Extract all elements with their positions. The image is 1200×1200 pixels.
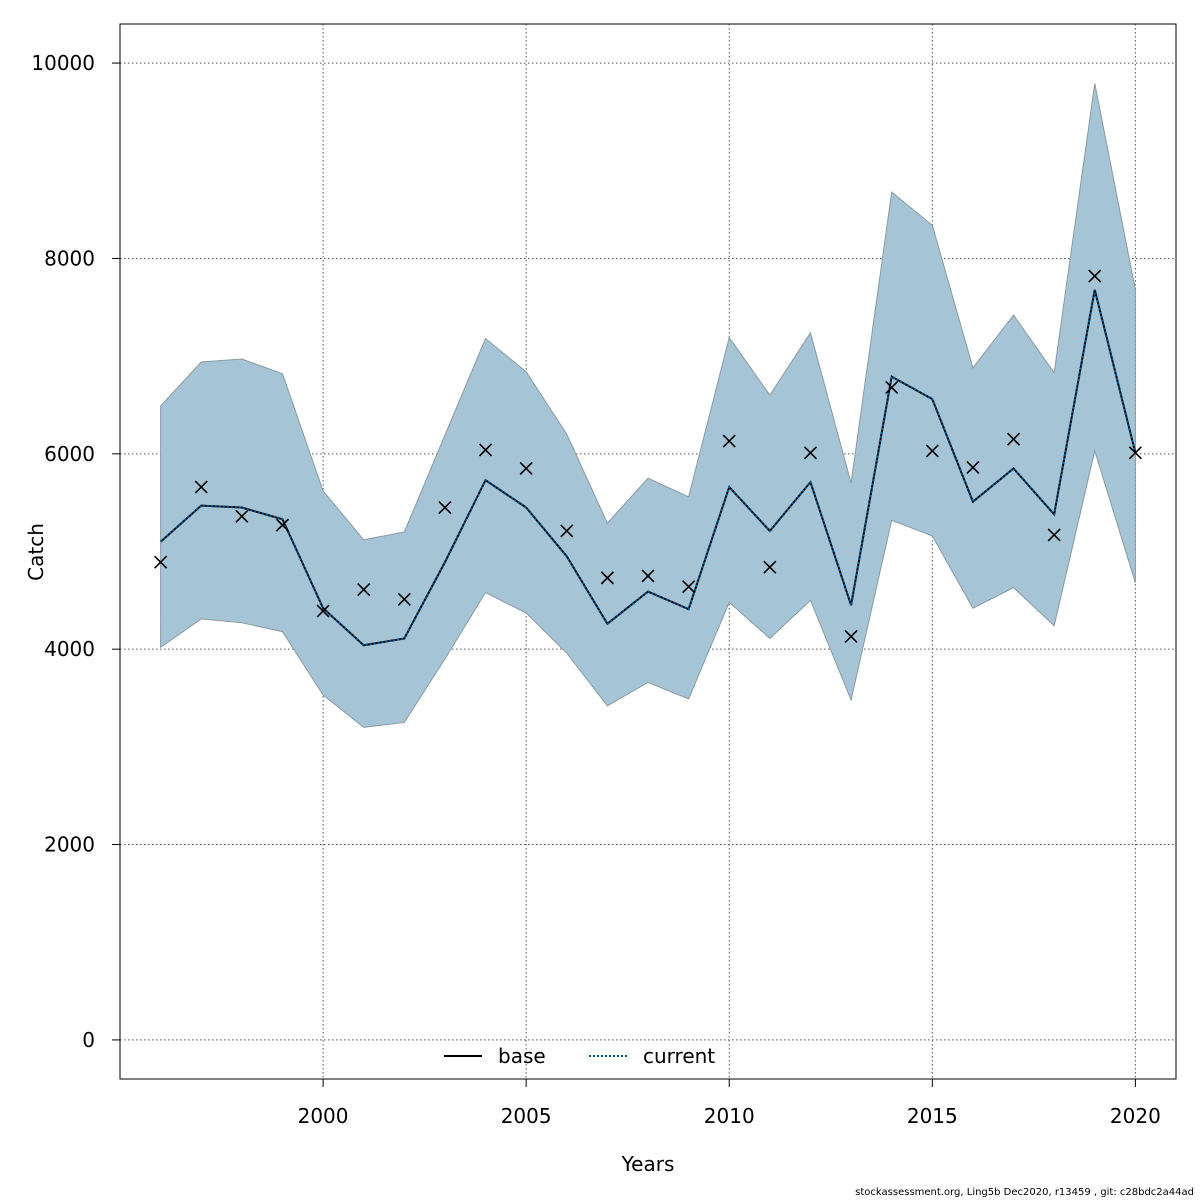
footer-credit: stockassessment.org, Ling5b Dec2020, r13…: [855, 1187, 1194, 1198]
y-axis: 0 2000 4000 6000 8000 10000: [31, 51, 120, 1052]
observed-point-2003: [438, 500, 452, 515]
y-axis-label: Catch: [24, 523, 48, 581]
observed-point-2019: [1088, 269, 1102, 283]
y-tick-label-10000: 10000: [31, 51, 95, 75]
observed-point-2016: [966, 460, 980, 475]
observed-point-2009: [682, 580, 696, 594]
y-tick-label-2000: 2000: [44, 833, 95, 857]
y-tick-label-6000: 6000: [44, 442, 95, 466]
x-tick-label-2000: 2000: [298, 1104, 349, 1128]
confidence-band-area: [160, 83, 1136, 728]
legend-label-base: base: [498, 1044, 546, 1068]
observed-point-2018: [1047, 528, 1061, 542]
series-lines: [159, 289, 1137, 647]
y-tick-label-0: 0: [82, 1028, 95, 1052]
observed-point-1999: [275, 518, 290, 532]
x-tick-label-2015: 2015: [907, 1104, 958, 1128]
x-tick-label-2005: 2005: [501, 1104, 552, 1128]
observed-point-2010: [722, 434, 736, 448]
observed-point-2008: [641, 569, 655, 583]
y-tick-label-4000: 4000: [44, 637, 95, 661]
observed-point-2020: [1128, 446, 1142, 460]
y-tick-label-8000: 8000: [44, 246, 95, 270]
observed-point-1998: [235, 509, 249, 523]
observed-point-2012: [803, 446, 818, 460]
observed-point-2011: [763, 560, 777, 574]
observed-point-2015: [925, 444, 939, 458]
observed-point-2017: [1006, 432, 1021, 446]
observed-point-2013: [844, 629, 858, 644]
confidence-band: [160, 83, 1136, 728]
observed-point-2006: [560, 524, 574, 538]
x-tick-label-2020: 2020: [1110, 1104, 1161, 1128]
observed-point-2004: [478, 443, 493, 457]
observed-point-2014: [885, 380, 899, 394]
observed-point-2007: [600, 571, 614, 585]
legend-label-current: current: [643, 1044, 715, 1068]
observed-point-2005: [519, 461, 533, 476]
series-line-current: [159, 289, 1137, 647]
x-axis-label: Years: [621, 1152, 675, 1176]
observed-point-2002: [397, 592, 411, 606]
legend: base current: [444, 1044, 715, 1068]
observed-markers: [154, 269, 1142, 644]
x-tick-label-2010: 2010: [704, 1104, 755, 1128]
observed-point-1996: [154, 555, 168, 569]
x-axis: 2000 2005 2010 2015 2020: [298, 1079, 1161, 1128]
observed-point-1997: [194, 480, 208, 494]
observed-point-2001: [357, 583, 371, 597]
plot-frame: [119, 23, 1177, 1080]
observed-point-2000: [316, 604, 330, 618]
